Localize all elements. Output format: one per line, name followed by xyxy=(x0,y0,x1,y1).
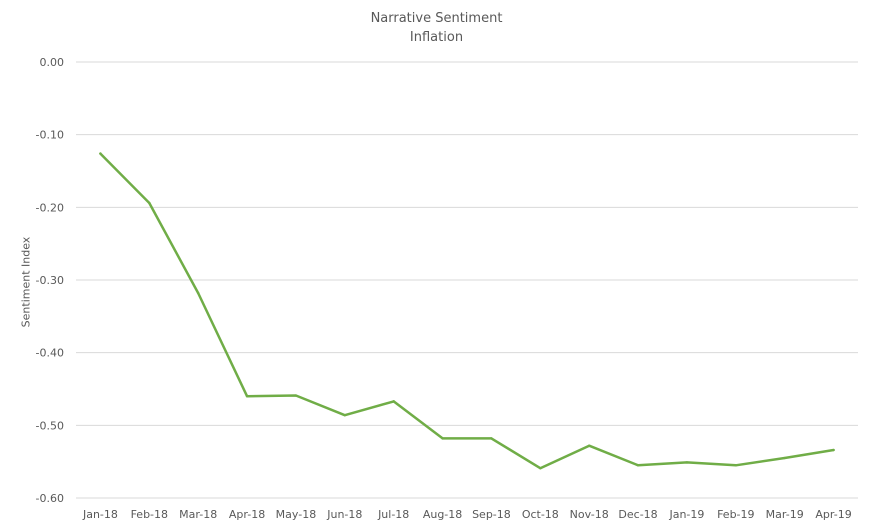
data-point xyxy=(734,464,738,467)
x-tick-label: Jan-19 xyxy=(668,508,704,521)
y-axis-ticks: 0.00 -0.10 -0.20 -0.30 -0.40 -0.50 -0.60 xyxy=(36,56,64,505)
x-tick-label: Feb-19 xyxy=(717,508,754,521)
data-point xyxy=(148,201,151,205)
y-tick-label: -0.10 xyxy=(36,129,64,142)
y-tick-label: -0.50 xyxy=(36,419,64,432)
data-point xyxy=(539,467,542,470)
x-tick-label: Mar-18 xyxy=(179,508,217,521)
y-tick-label: 0.00 xyxy=(40,56,65,69)
data-point xyxy=(783,456,786,460)
chart-subtitle: Inflation xyxy=(409,30,464,45)
x-tick-label: Sep-18 xyxy=(472,508,511,521)
data-point xyxy=(294,394,298,397)
x-axis-ticks: Jan-18 Feb-18 Mar-18 Apr-18 May-18 Jun-18 Jul-… xyxy=(82,508,852,521)
x-tick-label: Apr-19 xyxy=(815,508,851,521)
data-point xyxy=(245,395,249,398)
data-point xyxy=(99,152,102,155)
y-tick-label: -0.30 xyxy=(36,274,64,287)
data-point xyxy=(685,461,689,464)
x-tick-label: May-18 xyxy=(276,508,317,521)
x-tick-label: Feb-18 xyxy=(131,508,168,521)
series-group xyxy=(99,152,835,470)
x-tick-label: Jan-18 xyxy=(82,508,118,521)
x-tick-label: Jul-18 xyxy=(377,508,409,521)
data-point xyxy=(343,413,347,417)
y-tick-label: -0.60 xyxy=(36,492,64,505)
data-point xyxy=(490,437,493,440)
x-tick-label: Apr-18 xyxy=(229,508,265,521)
x-tick-label: Aug-18 xyxy=(423,508,462,521)
data-point xyxy=(636,464,640,467)
x-tick-label: Mar-19 xyxy=(766,508,804,521)
data-point xyxy=(587,444,591,447)
chart-title: Narrative Sentiment xyxy=(370,11,503,26)
x-tick-label: Nov-18 xyxy=(570,508,609,521)
data-point xyxy=(392,400,395,403)
x-tick-label: Dec-18 xyxy=(618,508,657,521)
y-tick-label: -0.40 xyxy=(36,347,64,360)
x-tick-label: Oct-18 xyxy=(522,508,559,521)
gridlines xyxy=(76,61,858,499)
y-tick-label: -0.20 xyxy=(36,201,64,214)
data-point xyxy=(441,437,444,440)
data-point xyxy=(196,291,200,295)
x-tick-label: Jun-18 xyxy=(326,508,362,521)
series-line xyxy=(99,152,835,470)
data-point xyxy=(832,448,835,452)
